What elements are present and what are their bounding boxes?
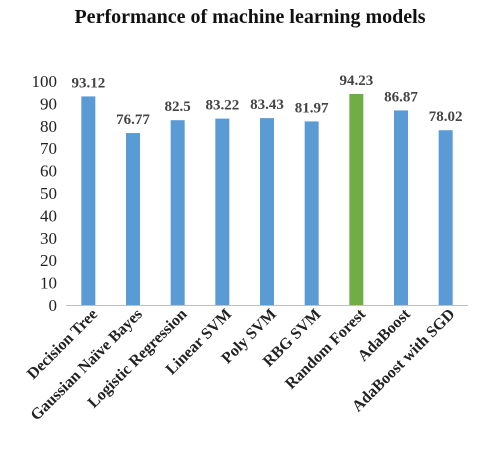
data-label: 82.5 <box>165 99 191 115</box>
y-tick-label: 100 <box>32 72 58 91</box>
bar <box>349 93 364 305</box>
data-label: 81.97 <box>295 100 329 116</box>
y-tick-label: 40 <box>40 206 57 225</box>
y-tick-label: 60 <box>40 162 57 181</box>
chart-title: Performance of machine learning models <box>74 6 426 28</box>
data-label: 94.23 <box>339 73 373 89</box>
y-tick-label: 80 <box>40 117 57 136</box>
bar <box>394 110 408 306</box>
y-tick-label: 0 <box>49 296 58 315</box>
y-tick-label: 90 <box>40 94 57 113</box>
data-label: 76.77 <box>116 112 150 128</box>
bar <box>215 118 230 306</box>
y-tick-label: 50 <box>40 184 57 203</box>
y-tick-label: 30 <box>40 229 57 248</box>
bar <box>170 120 185 305</box>
y-tick-label: 10 <box>40 274 57 293</box>
y-tick-label: 70 <box>40 139 57 158</box>
bar <box>260 118 274 306</box>
data-label: 83.22 <box>205 98 239 114</box>
data-label: 93.12 <box>71 75 105 91</box>
data-label: 83.43 <box>250 97 284 113</box>
data-label: 86.87 <box>384 89 418 105</box>
bar <box>81 96 96 306</box>
bar <box>438 130 453 305</box>
x-tick-label: Random Forest <box>282 305 369 392</box>
data-label: 78.02 <box>429 109 463 125</box>
bar <box>126 133 140 305</box>
bar <box>304 121 319 305</box>
y-tick-label: 20 <box>40 251 57 270</box>
